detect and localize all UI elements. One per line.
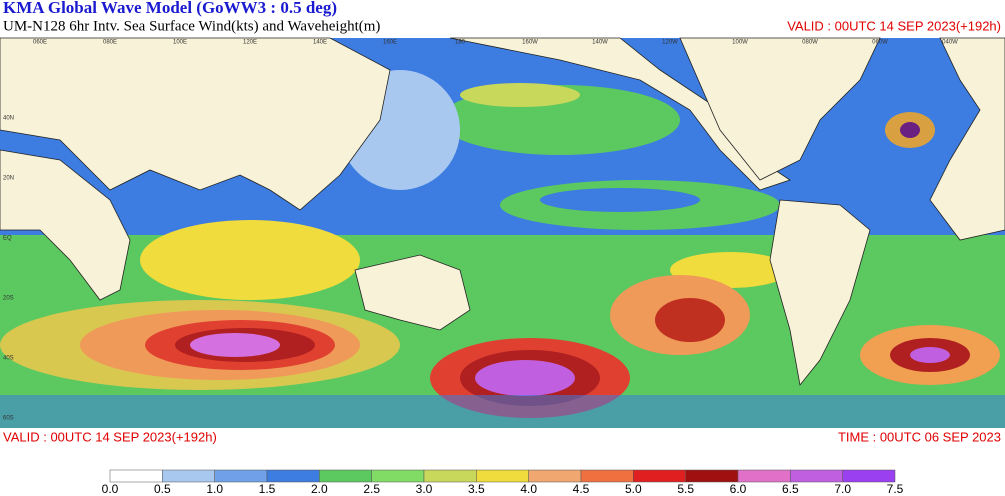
patch [475, 360, 575, 396]
lat-label: 20N [3, 176, 14, 182]
colorbar-swatch [214, 469, 268, 483]
colorbar-label: 3.5 [468, 482, 485, 496]
colorbar-swatch [790, 469, 843, 483]
land [0, 37, 1005, 386]
colorbar-swatch [266, 469, 320, 483]
colorbar-label: 2.0 [311, 482, 328, 496]
colorbar-swatch [423, 469, 477, 483]
colorbar-swatch [476, 469, 529, 483]
graticule-labels: 060E 080E 100E 120E 140E 160E 180 160W 140W 120W 1… [3, 40, 958, 422]
colorbar-swatch [685, 469, 739, 483]
lon-label: 140W [592, 40, 608, 46]
colorbar-swatch [580, 469, 634, 483]
patch [190, 333, 280, 357]
patch [140, 220, 360, 300]
lon-label: 160W [522, 40, 538, 46]
lon-label: 080W [802, 40, 818, 46]
colorbar-swatch [162, 469, 215, 483]
patch [0, 395, 1005, 428]
lat-label: 40S [3, 356, 14, 362]
colorbar-label: 2.5 [363, 482, 380, 496]
patch [655, 298, 725, 342]
north-america [679, 37, 881, 181]
colorbar-swatch [371, 469, 425, 483]
colorbar-label: 4.5 [573, 482, 590, 496]
australia [354, 254, 471, 331]
lon-label: 180 [455, 40, 466, 46]
colorbar-label: 1.0 [206, 482, 223, 496]
colorbar-label: 5.0 [625, 482, 642, 496]
europe-africa-east [929, 37, 1005, 241]
africa [0, 149, 131, 301]
lon-label: 060W [872, 40, 888, 46]
lon-label: 140E [313, 40, 327, 46]
valid-time-top: VALID : 00UTC 14 SEP 2023(+192h) [787, 18, 1001, 33]
valid-time-bottom: VALID : 00UTC 14 SEP 2023(+192h) [3, 429, 217, 444]
lon-label: 040W [942, 40, 958, 46]
south-america [769, 199, 871, 386]
patch [900, 122, 920, 138]
colorbar-label: 7.5 [887, 482, 904, 496]
lon-label: 100W [732, 40, 748, 46]
lon-label: 120E [243, 40, 257, 46]
colorbar-swatch [633, 469, 686, 483]
colorbar-label: 6.5 [782, 482, 799, 496]
colorbar-label: 1.5 [259, 482, 276, 496]
colorbar-label: 5.5 [677, 482, 694, 496]
lat-label: EQ [3, 236, 12, 242]
colorbar-label: 4.0 [520, 482, 537, 496]
patch [910, 347, 950, 363]
colorbar-label: 3.0 [416, 482, 433, 496]
lon-label: 060E [33, 40, 47, 46]
colorbar-label: 0.5 [154, 482, 171, 496]
colorbar-swatch [109, 469, 163, 483]
colorbar-label: 6.0 [730, 482, 747, 496]
eurasia [0, 37, 391, 211]
map [0, 37, 1005, 428]
colorbar-label: 7.0 [834, 482, 851, 496]
lon-label: 100E [173, 40, 187, 46]
colorbar-swatch [842, 469, 896, 483]
issue-time: TIME : 00UTC 06 SEP 2023 [838, 429, 1001, 444]
patch [540, 188, 700, 212]
colorbar-swatch [528, 469, 582, 483]
colorbar-swatch [737, 469, 791, 483]
lon-label: 080E [103, 40, 117, 46]
colorbar-swatch [319, 469, 372, 483]
lat-label: 40N [3, 116, 14, 122]
map-title: KMA Global Wave Model (GoWW3 : 0.5 deg) [3, 0, 337, 17]
lon-label: 160E [383, 40, 397, 46]
lon-label: 120W [662, 40, 678, 46]
patch [460, 83, 580, 107]
colorbar: 0.0 0.5 1.0 1.5 2.0 2.5 3.0 3.5 4.0 4.5 5.0 5.5 6.0 6… [102, 469, 904, 496]
colorbar-label: 0.0 [102, 482, 119, 496]
lat-label: 60S [3, 416, 14, 422]
lat-label: 20S [3, 296, 14, 302]
map-subtitle: UM-N128 6hr Intv. Sea Surface Wind(kts) … [3, 18, 380, 34]
